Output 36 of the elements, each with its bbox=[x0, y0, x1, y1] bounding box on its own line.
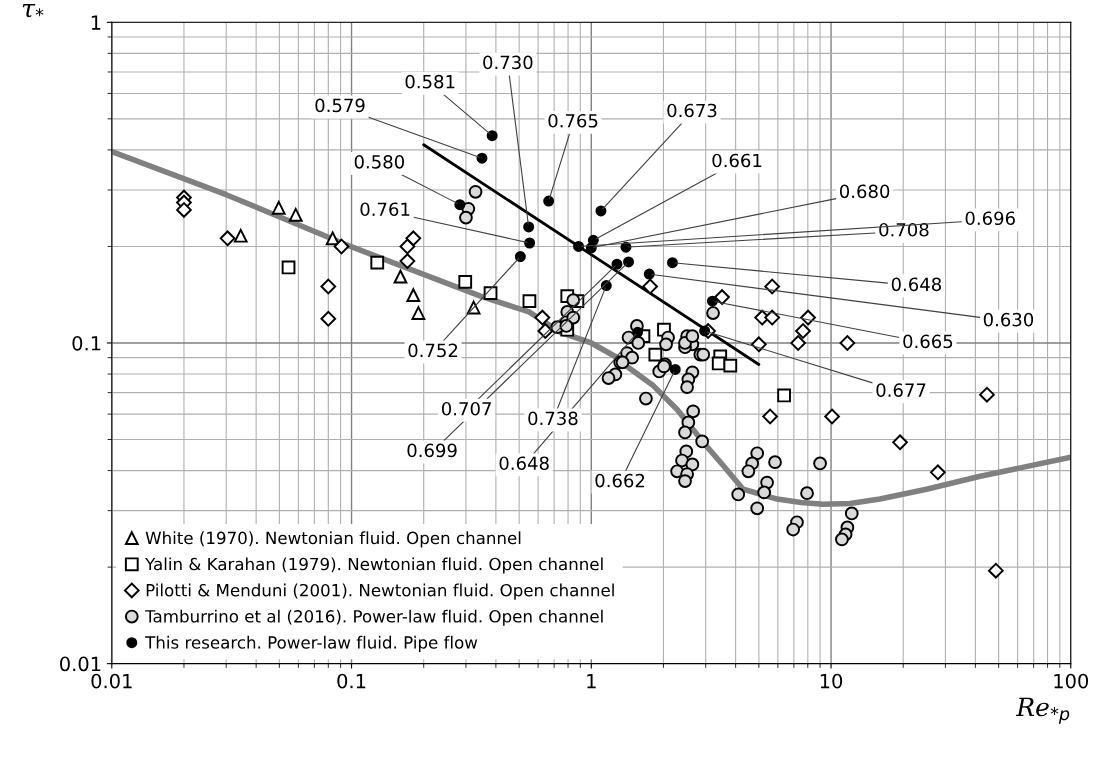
annotation: 0.765 bbox=[548, 113, 598, 128]
y-tick-label: 1 bbox=[91, 15, 101, 30]
legend-label: White (1970). Newtonian fluid. Open channel bbox=[145, 531, 521, 548]
x-axis-title: Re$_{*p}$ bbox=[1015, 697, 1070, 724]
x-tick-label: 100 bbox=[1054, 673, 1089, 689]
annotation: 0.707 bbox=[441, 401, 491, 416]
annotation: 0.579 bbox=[315, 98, 365, 113]
y-tick-label: 0.01 bbox=[60, 656, 101, 672]
annotation: 0.696 bbox=[965, 211, 1015, 226]
legend-label: Tamburrino et al (2016). Power-law fluid. Open channel bbox=[145, 609, 603, 626]
annotation: 0.752 bbox=[408, 343, 458, 358]
legend-label: Pilotti & Menduni (2001). Newtonian fluid. Open channel bbox=[146, 583, 614, 600]
annotation: 0.648 bbox=[891, 277, 941, 292]
annotation: 0.673 bbox=[667, 103, 717, 118]
y-tick-label: 0.1 bbox=[72, 335, 101, 351]
annotation: 0.630 bbox=[983, 312, 1034, 327]
legend-label: This research. Power-law fluid. Pipe flow bbox=[145, 635, 478, 652]
x-tick-label: 0.1 bbox=[337, 673, 366, 689]
annotation: 0.648 bbox=[499, 456, 549, 471]
annotation: 0.738 bbox=[528, 411, 578, 426]
annotation: 0.730 bbox=[483, 55, 533, 70]
annotation: 0.665 bbox=[903, 334, 953, 349]
annotation: 0.699 bbox=[407, 443, 457, 458]
annotation: 0.661 bbox=[712, 153, 762, 168]
annotation: 0.580 bbox=[354, 154, 404, 169]
annotation: 0.581 bbox=[405, 74, 455, 89]
annotation: 0.761 bbox=[360, 202, 410, 217]
x-tick-label: 1 bbox=[587, 673, 596, 689]
annotation: 0.680 bbox=[839, 184, 890, 199]
y-axis-title: τ$_{*}$ bbox=[22, 4, 44, 18]
x-tick-label: 0.01 bbox=[91, 673, 132, 689]
legend-label: Yalin & Karahan (1979). Newtonian fluid. Open channel bbox=[145, 557, 603, 574]
annotation: 0.662 bbox=[595, 473, 645, 488]
x-tick-label: 10 bbox=[820, 673, 843, 689]
annotation: 0.677 bbox=[876, 383, 926, 397]
annotation: 0.708 bbox=[879, 222, 929, 237]
